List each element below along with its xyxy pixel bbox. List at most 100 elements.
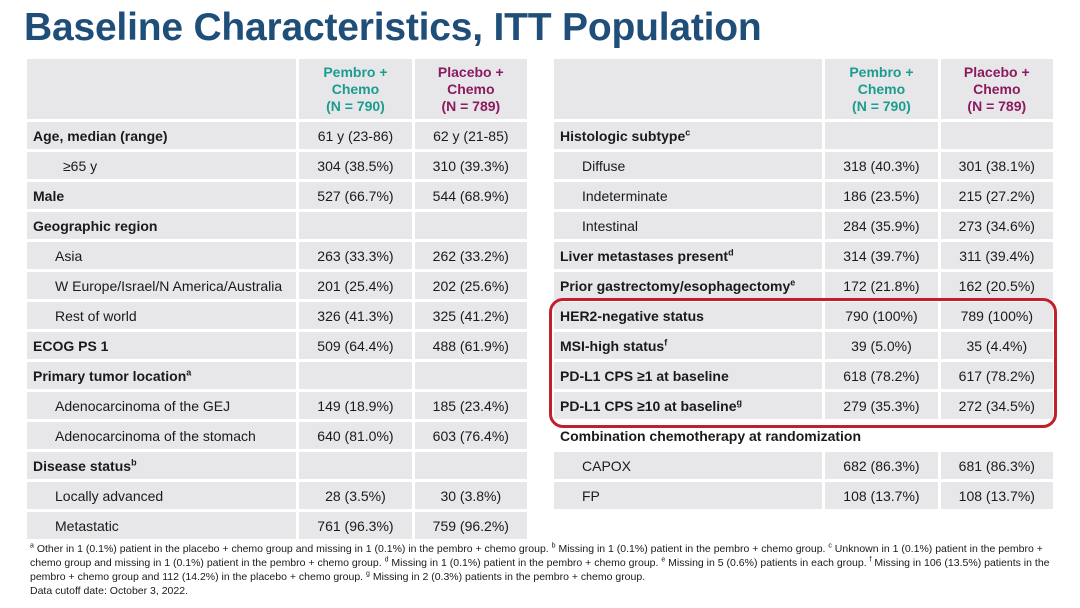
row-label-text: PD-L1 CPS ≥1 at baseline <box>560 367 729 384</box>
cell-pembro: 509 (64.4%) <box>299 332 412 359</box>
row-label-text: Combination chemotherapy at randomizatio… <box>560 427 862 444</box>
header-placebo-line2: Chemo <box>973 80 1021 97</box>
cell-pembro: 28 (3.5%) <box>299 482 412 509</box>
cell-placebo <box>414 212 527 239</box>
cell-pembro: 284 (35.9%) <box>825 212 938 239</box>
baseline-table-left: Pembro + Chemo (N = 790) Placebo + Chemo… <box>24 56 530 542</box>
page-title: Baseline Characteristics, ITT Population <box>24 6 762 49</box>
row-label-text: Age, median (range) <box>33 127 168 144</box>
row-label: ECOG PS 1 <box>27 332 297 359</box>
row-label-text: Locally advanced <box>55 487 164 504</box>
row-label: CAPOX <box>554 452 823 479</box>
footnote-text: Unknown in 1 (0.1%) patient in the pembr… <box>30 543 1043 569</box>
row-label: PD-L1 CPS ≥10 at baselineg <box>554 392 823 419</box>
row-label: ≥65 y <box>27 152 297 179</box>
row-label: Locally advanced <box>27 482 297 509</box>
cell-placebo <box>414 362 527 389</box>
cell-pembro: 326 (41.3%) <box>299 302 412 329</box>
cell-placebo: 108 (13.7%) <box>940 482 1053 509</box>
row-label: Liver metastases presentd <box>554 242 823 269</box>
cell-placebo: 35 (4.4%) <box>940 332 1053 359</box>
baseline-table-right: Pembro + Chemo (N = 790) Placebo + Chemo… <box>551 56 1056 512</box>
cell-placebo: 272 (34.5%) <box>940 392 1053 419</box>
cell-pembro: 640 (81.0%) <box>299 422 412 449</box>
row-label-text: ≥65 y <box>63 157 98 174</box>
cell-pembro: 263 (33.3%) <box>299 242 412 269</box>
header-pembro: Pembro + Chemo (N = 790) <box>825 59 938 119</box>
cell-pembro: 318 (40.3%) <box>825 152 938 179</box>
header-pembro-n: (N = 790) <box>852 97 911 114</box>
cell-placebo: 617 (78.2%) <box>940 362 1053 389</box>
cell-placebo: 789 (100%) <box>940 302 1053 329</box>
header-pembro-line2: Chemo <box>857 80 906 97</box>
table-row: Rest of world 326 (41.3%) 325 (41.2%) <box>27 302 527 329</box>
cell-pembro: 149 (18.9%) <box>299 392 412 419</box>
header-blank-cell <box>554 59 823 119</box>
row-label-text: Adenocarcinoma of the stomach <box>55 427 256 444</box>
row-label: Disease statusb <box>27 452 297 479</box>
cell-pembro: 201 (25.4%) <box>299 272 412 299</box>
footnote-mark: a <box>30 542 34 550</box>
cell-pembro: 108 (13.7%) <box>825 482 938 509</box>
header-pembro-line2: Chemo <box>331 80 380 97</box>
cell-pembro: 186 (23.5%) <box>825 182 938 209</box>
row-label-text: HER2-negative status <box>560 307 704 324</box>
table-row: MSI-high statusf 39 (5.0%) 35 (4.4%) <box>554 332 1053 359</box>
row-label-text: MSI-high status <box>560 337 665 354</box>
cell-placebo: 681 (86.3%) <box>940 452 1053 479</box>
footnote-text: Missing in 1 (0.1%) patient in the pembr… <box>388 557 662 569</box>
cell-pembro: 39 (5.0%) <box>825 332 938 359</box>
table-row: Geographic region <box>27 212 527 239</box>
footnote-text: Other in 1 (0.1%) patient in the placebo… <box>33 543 552 555</box>
cell-placebo: 301 (38.1%) <box>940 152 1053 179</box>
header-placebo-n: (N = 789) <box>441 97 501 114</box>
row-label: Indeterminate <box>554 182 823 209</box>
table-row: Asia 263 (33.3%) 262 (33.2%) <box>27 242 527 269</box>
header-placebo-n: (N = 789) <box>967 97 1027 114</box>
footnote-marker: d <box>728 246 734 257</box>
row-label: Rest of world <box>27 302 297 329</box>
cell-placebo: 30 (3.8%) <box>414 482 527 509</box>
cell-placebo: 544 (68.9%) <box>414 182 527 209</box>
table-row: PD-L1 CPS ≥10 at baselineg 279 (35.3%) 272… <box>554 392 1053 419</box>
footnote-mark: e <box>661 556 666 564</box>
row-label-text: Disease status <box>33 457 132 474</box>
table-row: ≥65 y 304 (38.5%) 310 (39.3%) <box>27 152 527 179</box>
footnote-mark: g <box>366 570 370 578</box>
row-label-text: Male <box>33 187 65 204</box>
cell-pembro: 279 (35.3%) <box>825 392 938 419</box>
cell-placebo: 273 (34.6%) <box>940 212 1053 239</box>
row-label: Age, median (range) <box>27 122 297 149</box>
row-label: Primary tumor locationa <box>27 362 297 389</box>
table-row: Indeterminate 186 (23.5%) 215 (27.2%) <box>554 182 1053 209</box>
row-label: Metastatic <box>27 512 297 539</box>
footnote-marker: g <box>736 396 743 407</box>
footnote-mark: c <box>828 542 832 550</box>
row-label-text: Rest of world <box>55 307 137 324</box>
row-label-text: Histologic subtype <box>560 127 686 144</box>
row-label-text: Adenocarcinoma of the GEJ <box>55 397 231 414</box>
header-blank-cell <box>27 59 297 119</box>
header-pembro-line1: Pembro + <box>849 63 914 80</box>
cell-placebo: 488 (61.9%) <box>414 332 527 359</box>
cell-pembro: 790 (100%) <box>825 302 938 329</box>
cell-placebo: 311 (39.4%) <box>940 242 1053 269</box>
row-label: Asia <box>27 242 297 269</box>
header-pembro-line1: Pembro + <box>323 63 388 80</box>
cell-pembro <box>825 122 938 149</box>
footnote-mark: f <box>869 556 872 564</box>
table-row: CAPOX 682 (86.3%) 681 (86.3%) <box>554 452 1053 479</box>
row-label: HER2-negative status <box>554 302 823 329</box>
row-label: Histologic subtypec <box>554 122 823 149</box>
footnote-mark: b <box>551 542 556 550</box>
table-row: Adenocarcinoma of the stomach 640 (81.0%)… <box>27 422 527 449</box>
row-label-text: Liver metastases present <box>560 247 729 264</box>
table-row: Metastatic 761 (96.3%) 759 (96.2%) <box>27 512 527 539</box>
row-label-text: FP <box>582 487 600 504</box>
table-row: FP 108 (13.7%) 108 (13.7%) <box>554 482 1053 509</box>
cell-pembro: 618 (78.2%) <box>825 362 938 389</box>
cell-placebo: 62 y (21-85) <box>414 122 527 149</box>
table-row: Primary tumor locationa <box>27 362 527 389</box>
table-header-row: Pembro + Chemo (N = 790) Placebo + Chemo… <box>554 59 1053 119</box>
cell-pembro: 761 (96.3%) <box>299 512 412 539</box>
